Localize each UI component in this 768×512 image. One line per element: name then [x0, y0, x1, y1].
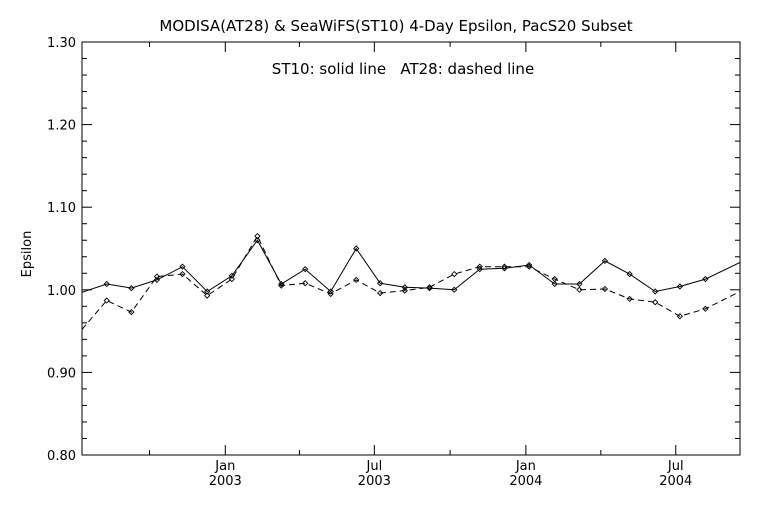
data-point — [278, 282, 285, 289]
data-point — [652, 299, 659, 306]
data-point — [576, 280, 583, 288]
y-tick-label: 1.00 — [47, 284, 76, 299]
data-point — [426, 285, 433, 292]
x-tick-label-month: Jul — [366, 459, 383, 474]
data-point — [179, 263, 186, 270]
data-point — [103, 297, 110, 304]
data-point — [103, 280, 110, 288]
y-tick-label: 1.10 — [47, 201, 76, 216]
series-layer — [82, 232, 740, 330]
series-at28 — [82, 232, 740, 330]
series-st10 — [82, 237, 740, 295]
data-point — [501, 263, 508, 270]
data-point — [353, 276, 360, 284]
data-point — [426, 284, 433, 291]
y-tick-label: 0.80 — [47, 449, 76, 464]
x-tick-label-month: Jan — [214, 459, 235, 474]
x-tick-label-month: Jan — [515, 459, 536, 474]
data-point — [302, 280, 309, 287]
data-point — [128, 285, 135, 292]
data-point — [551, 275, 558, 283]
x-tick-label-year: 2004 — [659, 474, 692, 489]
x-tick-label-year: 2004 — [509, 474, 542, 489]
series-line-st10 — [82, 239, 740, 293]
data-point — [652, 288, 659, 295]
data-point — [353, 245, 360, 252]
plot-frame — [81, 41, 741, 456]
data-point — [451, 286, 458, 293]
x-tick-label-year: 2003 — [209, 474, 242, 489]
data-point — [626, 270, 633, 278]
data-point — [702, 305, 709, 312]
data-point — [702, 275, 709, 283]
data-point — [278, 280, 285, 288]
data-point — [327, 290, 334, 298]
data-point — [228, 272, 236, 279]
data-point — [401, 284, 408, 291]
data-point — [128, 308, 135, 316]
data-point — [601, 257, 609, 265]
data-point — [676, 283, 684, 290]
y-tick-label: 0.90 — [47, 366, 76, 381]
data-point — [179, 270, 186, 278]
data-point — [376, 289, 384, 297]
data-point — [228, 275, 236, 283]
data-point — [576, 286, 583, 293]
axis-ticks: 0.800.901.001.101.201.30Jan2003Jul2003Ja… — [47, 36, 740, 489]
data-point — [526, 261, 533, 269]
y-tick-label: 1.30 — [47, 36, 76, 51]
data-point — [204, 292, 211, 299]
data-point — [254, 232, 261, 240]
series-line-at28 — [82, 235, 740, 330]
data-point — [451, 270, 458, 278]
data-point — [601, 285, 609, 293]
x-tick-label-year: 2003 — [358, 474, 391, 489]
data-point — [204, 288, 211, 295]
line-style-legend: ST10: solid line AT28: dashed line — [272, 60, 534, 78]
data-point — [676, 313, 684, 320]
data-point — [476, 263, 483, 270]
y-axis-label: Epsilon — [20, 231, 35, 278]
data-point — [153, 276, 161, 284]
chart-title: MODISA(AT28) & SeaWiFS(ST10) 4-Day Epsil… — [159, 17, 632, 35]
y-tick-label: 1.20 — [47, 119, 76, 134]
data-point — [401, 287, 408, 294]
data-point — [153, 273, 161, 280]
data-point — [376, 280, 384, 287]
data-point — [476, 266, 483, 273]
data-point — [551, 280, 558, 288]
data-point — [526, 263, 533, 270]
data-point — [302, 266, 309, 273]
data-point — [626, 295, 633, 303]
x-tick-label-month: Jul — [667, 459, 684, 474]
